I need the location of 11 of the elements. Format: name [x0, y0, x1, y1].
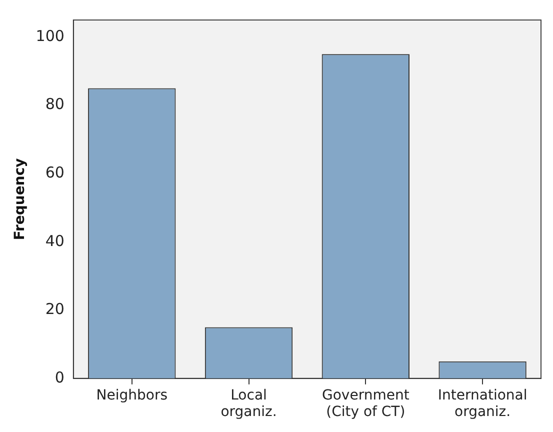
x-tick-label: Government (City of CT) [322, 387, 410, 420]
x-tick-label: International organiz. [438, 387, 528, 420]
y-tick-label: 0 [54, 368, 64, 386]
y-tick-label: 40 [45, 232, 64, 250]
y-tick-label: 60 [45, 163, 64, 182]
x-tick-label: Neighbors [96, 387, 168, 404]
y-tick-label: 20 [45, 300, 64, 318]
x-tick-label: Local organiz. [220, 387, 277, 420]
y-axis-title: Frequency [12, 158, 28, 240]
y-tick-label: 100 [36, 26, 64, 45]
y-tick-label: 80 [45, 95, 64, 114]
